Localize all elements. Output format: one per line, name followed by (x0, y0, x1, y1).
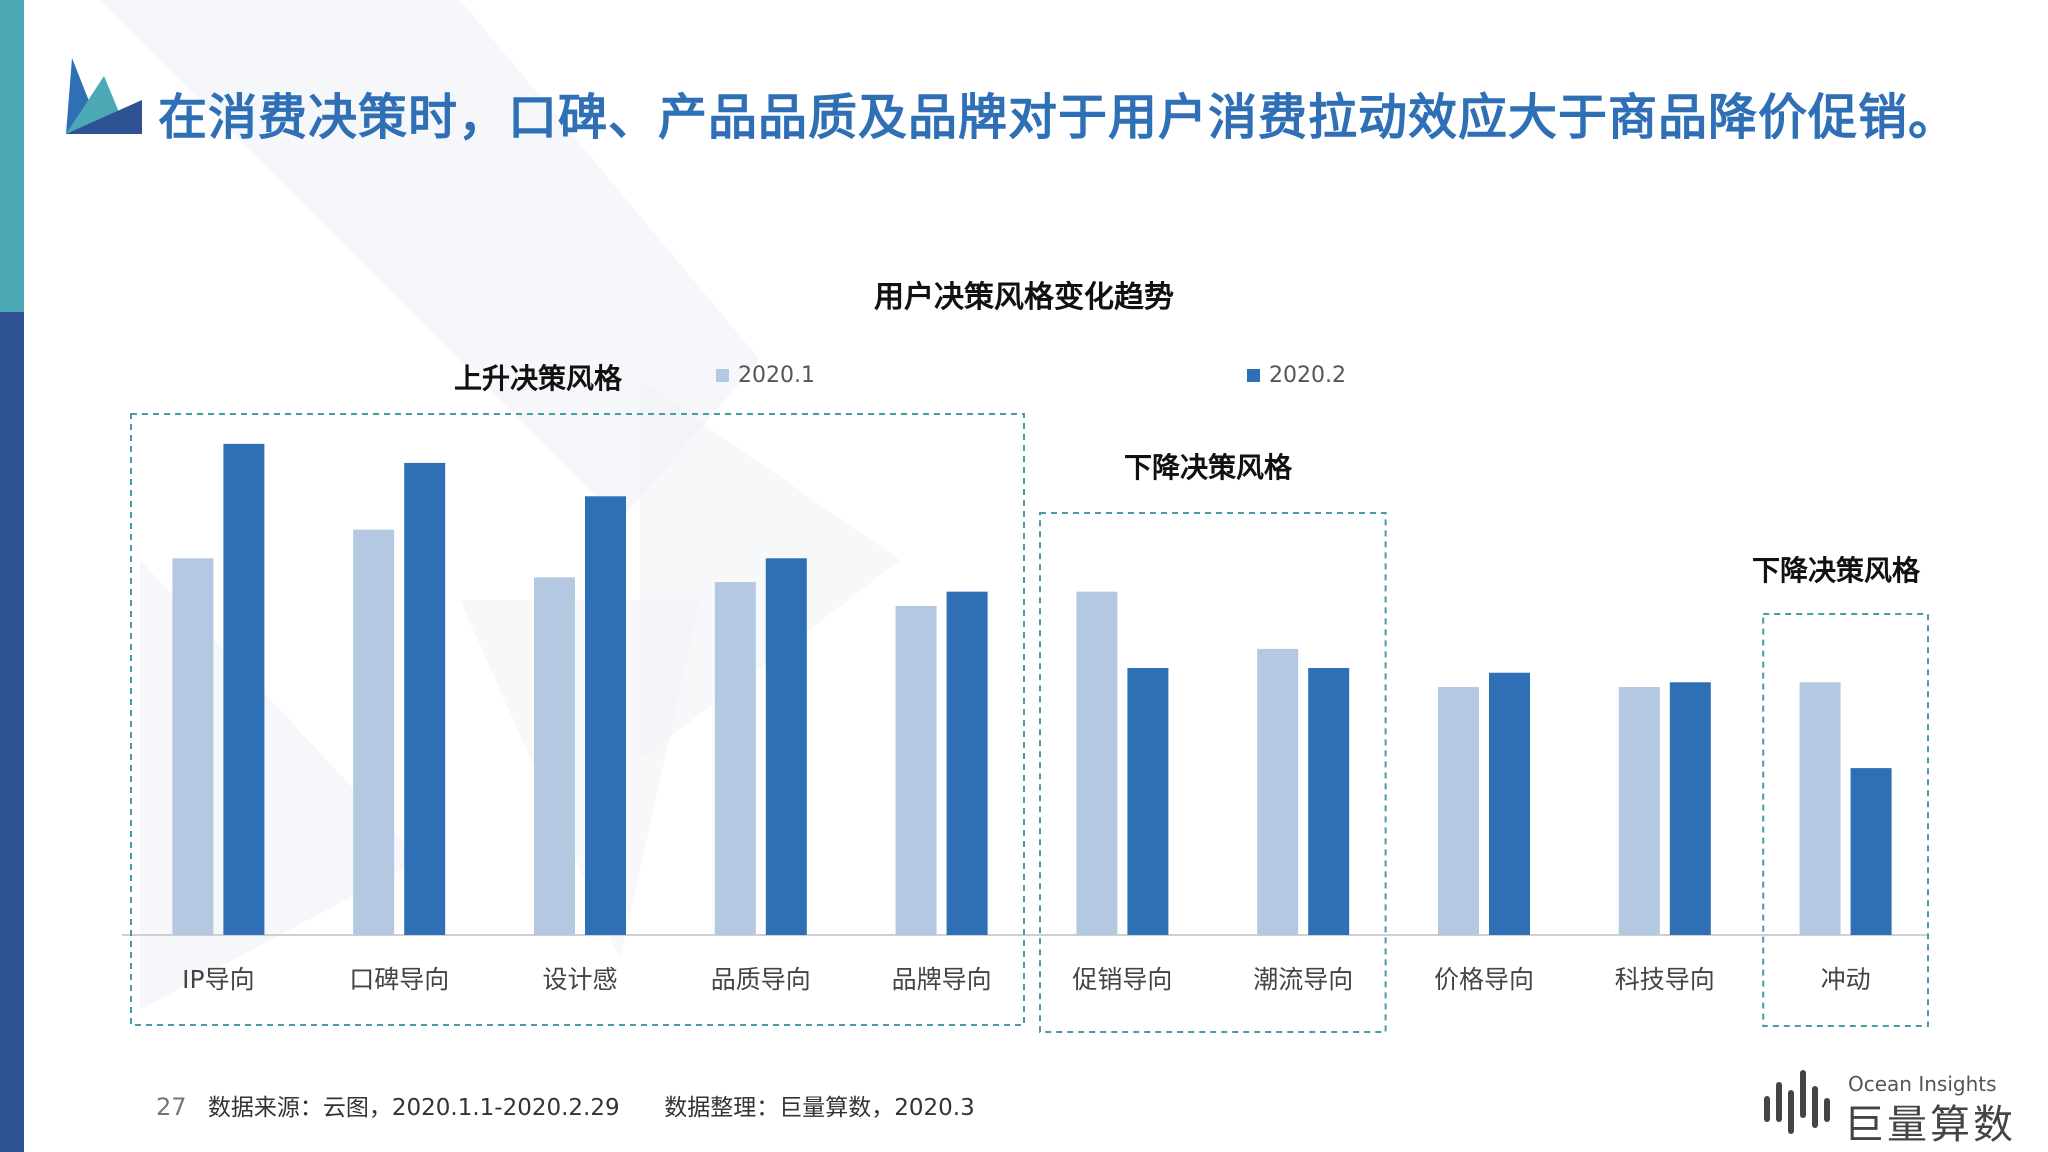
accent-bar-navy (0, 312, 24, 1152)
x-tick-label: 品牌导向 (892, 965, 992, 994)
legend-swatch (716, 369, 729, 382)
bar-series2 (1850, 768, 1892, 935)
x-tick-label: 价格导向 (1434, 965, 1534, 994)
x-tick-label: IP导向 (182, 965, 254, 994)
group-label: 下降决策风格 (1124, 451, 1293, 484)
page-title: 在消费决策时，口碑、产品品质及品牌对于用户消费拉动效应大于商品降价促销。 (158, 89, 1959, 146)
bar-series2 (1127, 667, 1169, 935)
bar-series2 (1669, 682, 1711, 935)
group-label: 下降决策风格 (1752, 554, 1921, 587)
bar-series1 (1438, 687, 1479, 935)
bar-series2 (946, 591, 988, 935)
group-box (1039, 512, 1387, 1033)
bar-series1 (172, 558, 214, 935)
bar-series2 (585, 496, 626, 935)
x-tick-label: 口碑导向 (349, 965, 449, 994)
data-source: 数据来源：云图，2020.1.1-2020.2.29 (207, 1095, 620, 1121)
bar-series2 (765, 558, 807, 935)
group-box (130, 413, 1025, 1026)
accent-bar-teal (0, 0, 24, 312)
bar-series2 (404, 462, 446, 935)
x-tick-label: 潮流导向 (1253, 965, 1353, 994)
bar-series1 (1618, 687, 1660, 935)
bar-series1 (353, 529, 395, 935)
x-tick-label: 科技导向 (1615, 965, 1715, 994)
group-label: 上升决策风格 (454, 362, 623, 395)
bar-series1 (714, 582, 756, 935)
group-box (1762, 613, 1929, 1027)
bar-series2 (223, 443, 265, 935)
x-tick-label: 冲动 (1821, 965, 1871, 994)
brand-logo-icon (1764, 1070, 1830, 1134)
legend-label: 2020.1 (738, 363, 815, 388)
bar-series1 (1799, 682, 1841, 935)
x-tick-label: 品质导向 (711, 965, 811, 994)
bar-series2 (1308, 667, 1350, 935)
chart-title: 用户决策风格变化趋势 (874, 280, 1174, 315)
bar-series1 (1076, 591, 1118, 935)
bar-series1 (1257, 648, 1299, 935)
x-tick-label: 促销导向 (1072, 965, 1172, 994)
legend-swatch (1247, 369, 1260, 382)
data-compiled-by: 数据整理：巨量算数，2020.3 (664, 1095, 975, 1121)
logo-icon (66, 58, 142, 134)
bar-series2 (1489, 672, 1530, 935)
x-tick-label: 设计感 (542, 965, 617, 994)
bar-series1 (534, 577, 575, 935)
footer-source: 27 数据来源：云图，2020.1.1-2020.2.29 数据整理：巨量算数，… (156, 1088, 975, 1122)
brand-name-en: Ocean Insights (1848, 1072, 1997, 1096)
brand-name-cn: 巨量算数 (1844, 1102, 2016, 1148)
legend-label: 2020.2 (1269, 363, 1346, 388)
bar-series1 (895, 605, 937, 935)
page-number: 27 (156, 1093, 187, 1121)
